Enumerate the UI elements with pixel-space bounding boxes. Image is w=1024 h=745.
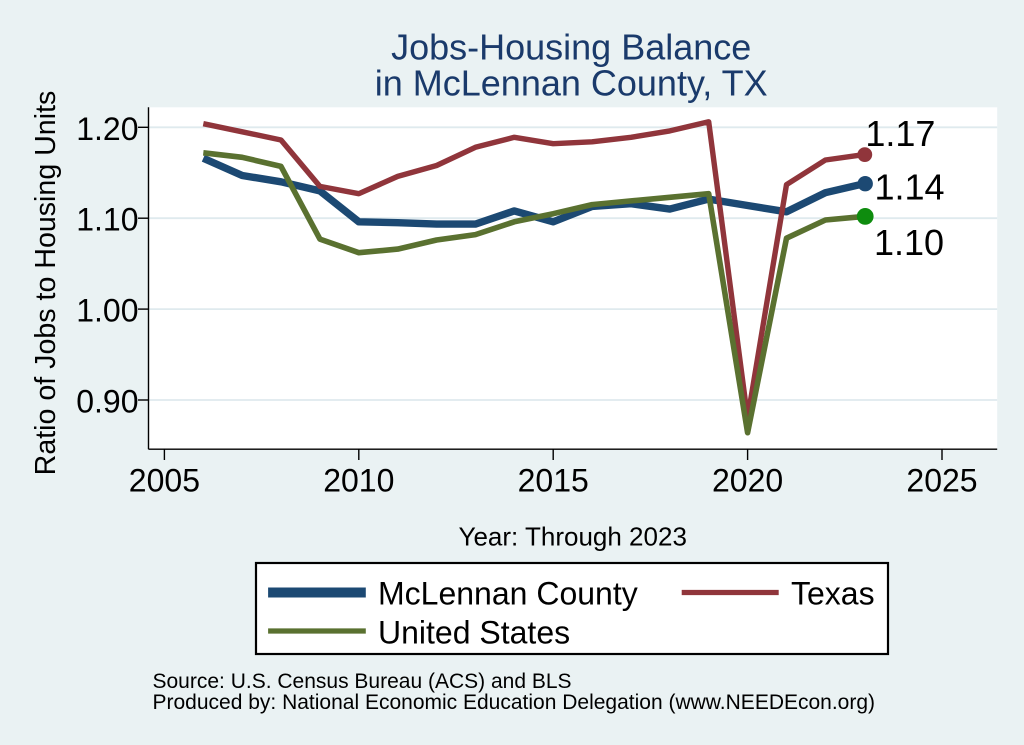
svg-text:1.17: 1.17	[865, 113, 935, 154]
svg-text:1.20: 1.20	[76, 111, 138, 147]
svg-text:United States: United States	[378, 614, 570, 650]
svg-text:Produced by: National Economic: Produced by: National Economic Education…	[153, 691, 876, 714]
svg-text:1.00: 1.00	[76, 293, 138, 329]
svg-text:1.10: 1.10	[874, 222, 944, 263]
svg-text:Year: Through 2023: Year: Through 2023	[458, 522, 686, 552]
svg-text:in McLennan County, TX: in McLennan County, TX	[375, 62, 768, 103]
svg-text:2010: 2010	[323, 462, 394, 498]
svg-text:1.14: 1.14	[875, 167, 945, 208]
svg-text:1.10: 1.10	[76, 202, 138, 238]
svg-text:Jobs-Housing Balance: Jobs-Housing Balance	[391, 27, 751, 68]
svg-text:2015: 2015	[518, 462, 589, 498]
svg-text:0.90: 0.90	[76, 384, 138, 420]
svg-text:2020: 2020	[712, 462, 783, 498]
svg-text:Source: U.S. Census Bureau (AC: Source: U.S. Census Bureau (ACS) and BLS	[153, 670, 572, 693]
svg-text:2025: 2025	[906, 462, 977, 498]
svg-text:Ratio of Jobs to Housing Units: Ratio of Jobs to Housing Units	[30, 91, 62, 476]
svg-text:Texas: Texas	[791, 576, 875, 612]
svg-text:2005: 2005	[129, 462, 200, 498]
svg-text:McLennan County: McLennan County	[378, 576, 638, 612]
